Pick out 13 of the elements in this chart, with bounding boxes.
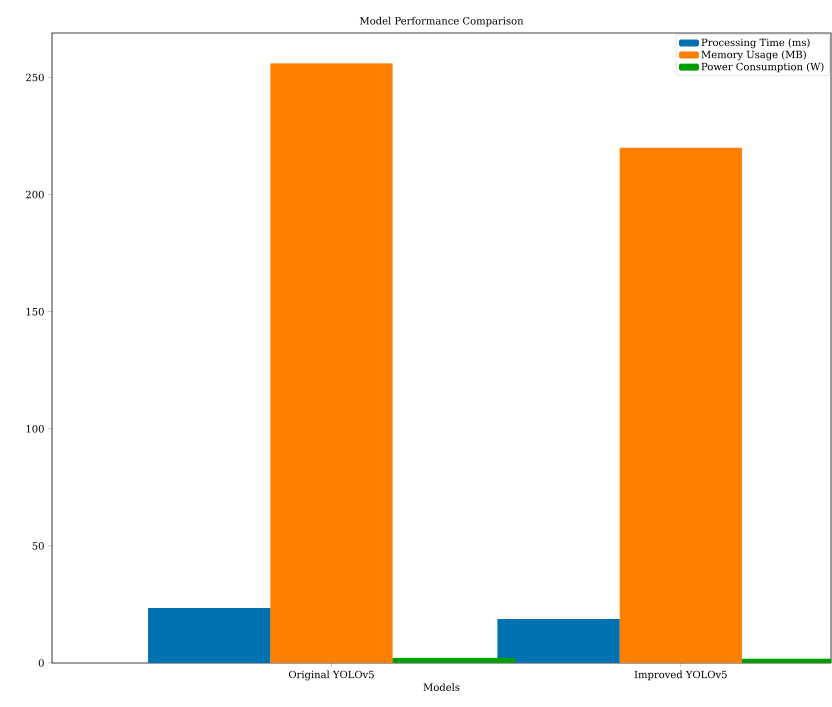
legend-label: Processing Time (ms) — [702, 38, 810, 48]
x-tick-label: Original YOLOv5 — [288, 670, 374, 680]
legend-label: Power Consumption (W) — [702, 62, 824, 72]
y-tick-label: 100 — [26, 425, 44, 433]
x-tick-label: Improved YOLOv5 — [634, 670, 727, 680]
y-tick-label: 50 — [32, 542, 44, 550]
y-tick-label: 0 — [38, 659, 44, 667]
y-tick-label: 200 — [26, 190, 44, 198]
legend-label: Memory Usage (MB) — [701, 50, 806, 60]
y-tick-label: 150 — [26, 308, 44, 316]
y-tick-label: 250 — [26, 74, 44, 82]
x-axis-title: Models — [424, 683, 460, 691]
chart-title: Model Performance Comparison — [360, 16, 524, 26]
